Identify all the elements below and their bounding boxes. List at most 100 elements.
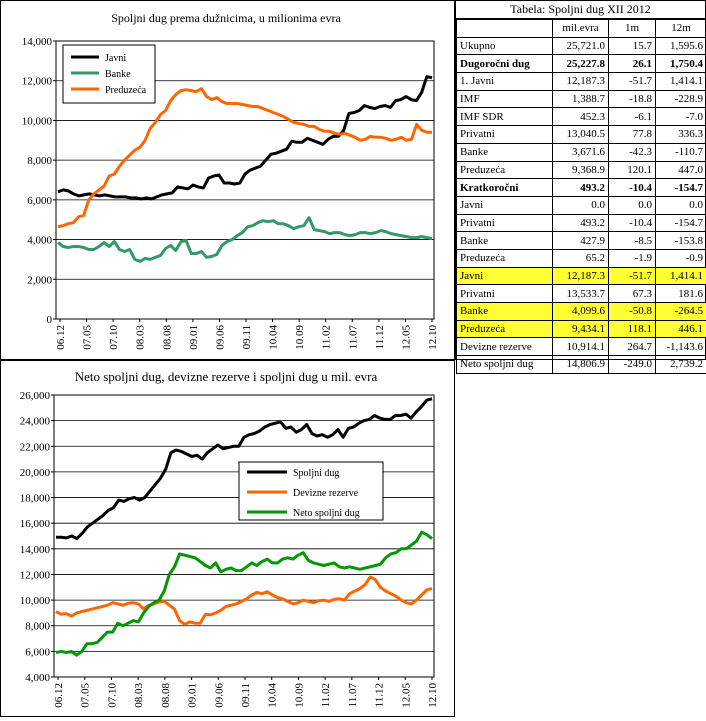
- table-cell: -1,143.6: [656, 338, 706, 356]
- y-tick-label: 12,000: [20, 569, 51, 581]
- table-cell: -249.0: [609, 356, 656, 374]
- table-cell: 0.0: [656, 196, 706, 214]
- table-cell: -8.5: [609, 232, 656, 250]
- table-cell: 118.1: [609, 320, 656, 338]
- table-cell: -154.7: [656, 214, 706, 232]
- row-label: Preduzeća: [457, 161, 553, 179]
- legend-label: Banke: [105, 69, 131, 80]
- chart-net-debt-svg: Neto spoljni dug, devizne rezerve i spol…: [1, 361, 454, 716]
- y-tick-label: 4,000: [27, 235, 52, 247]
- y-tick-label: 14,000: [20, 544, 51, 556]
- chart-net-debt: Neto spoljni dug, devizne rezerve i spol…: [0, 360, 455, 717]
- row-label: Banke: [457, 143, 553, 161]
- table-cell: 77.8: [609, 126, 656, 144]
- table-cell: 1,388.7: [553, 90, 609, 108]
- table-cell: 181.6: [656, 285, 706, 303]
- x-tick-label: 09.11: [241, 325, 253, 349]
- table-cell: -153.8: [656, 232, 706, 250]
- x-tick-label: 11.12: [374, 683, 386, 707]
- row-label: Javni: [457, 196, 553, 214]
- x-tick-label: 10.04: [267, 683, 279, 708]
- table-header-cell: [457, 20, 553, 38]
- table-cell: 446.1: [656, 320, 706, 338]
- x-tick-label: 07.05: [82, 325, 94, 350]
- x-tick-label: 09.01: [187, 683, 199, 708]
- x-tick-label: 06.12: [55, 325, 67, 350]
- x-tick-label: 11.02: [321, 325, 333, 349]
- table-cell: -264.5: [656, 303, 706, 321]
- row-label: IMF SDR: [457, 108, 553, 126]
- table-cell: 3,671.6: [553, 143, 609, 161]
- x-tick-label: 06.12: [53, 683, 65, 708]
- row-label: Privatni: [457, 126, 553, 144]
- table-cell: -228.9: [656, 90, 706, 108]
- x-tick-label: 07.10: [108, 325, 120, 350]
- table-cell: 120.1: [609, 161, 656, 179]
- table-cell: 2,739.2: [656, 356, 706, 374]
- x-tick-label: 10.09: [293, 683, 305, 708]
- y-tick-label: 22,000: [20, 441, 51, 453]
- x-tick-label: 12.10: [427, 325, 439, 350]
- row-label: Banke: [457, 303, 553, 321]
- y-tick-label: 8,000: [25, 621, 50, 633]
- table-cell: -154.7: [656, 179, 706, 197]
- table-cell: 25,721.0: [553, 37, 609, 55]
- table-title: Tabela: Spoljni dug XII 2012: [456, 1, 705, 19]
- table-cell: 15.7: [609, 37, 656, 55]
- y-tick-label: 26,000: [20, 390, 51, 402]
- x-tick-label: 09.11: [240, 683, 252, 707]
- table-cell: 0.0: [609, 196, 656, 214]
- y-tick-label: 12,000: [22, 76, 53, 88]
- y-tick-label: 2,000: [27, 274, 52, 286]
- table-cell: -51.7: [609, 267, 656, 285]
- table-cell: 67.3: [609, 285, 656, 303]
- table-cell: -10.4: [609, 214, 656, 232]
- table-cell: 13,040.5: [553, 126, 609, 144]
- row-label: Banke: [457, 232, 553, 250]
- table-cell: -7.0: [656, 108, 706, 126]
- row-label: Neto spoljni dug: [457, 356, 553, 374]
- table-cell: 427.9: [553, 232, 609, 250]
- table-cell: -0.9: [656, 249, 706, 267]
- x-tick-label: 08.08: [160, 683, 172, 708]
- table-cell: 25,227.8: [553, 55, 609, 73]
- chart-title: Spoljni dug prema dužnicima, u milionima…: [111, 11, 341, 25]
- row-label: Privatni: [457, 214, 553, 232]
- table-cell: 264.7: [609, 338, 656, 356]
- table-cell: 10,914.1: [553, 338, 609, 356]
- chart-title: Neto spoljni dug, devizne rezerve i spol…: [75, 369, 378, 384]
- x-tick-label: 07.05: [80, 683, 92, 708]
- legend-label: Preduzeća: [105, 85, 147, 96]
- table-cell: 14,806.9: [553, 356, 609, 374]
- table-cell: -42.3: [609, 143, 656, 161]
- x-tick-label: 11.12: [374, 325, 386, 349]
- x-tick-label: 08.03: [133, 683, 145, 708]
- y-tick-label: 14,000: [22, 36, 53, 48]
- y-tick-label: 16,000: [20, 518, 51, 530]
- y-tick-label: 0: [47, 314, 53, 326]
- x-tick-label: 09.06: [213, 683, 225, 708]
- y-tick-label: 10,000: [20, 595, 51, 607]
- table-cell: 1,750.4: [656, 55, 706, 73]
- x-tick-label: 12.10: [427, 683, 439, 708]
- legend-label: Spoljni dug: [293, 468, 339, 479]
- legend-label: Neto spoljni dug: [293, 508, 360, 519]
- table-cell: -50.8: [609, 303, 656, 321]
- table-cell: 12,187.3: [553, 267, 609, 285]
- row-label: Ukupno: [457, 37, 553, 55]
- table-cell: 1,414.1: [656, 267, 706, 285]
- row-label: Privatni: [457, 285, 553, 303]
